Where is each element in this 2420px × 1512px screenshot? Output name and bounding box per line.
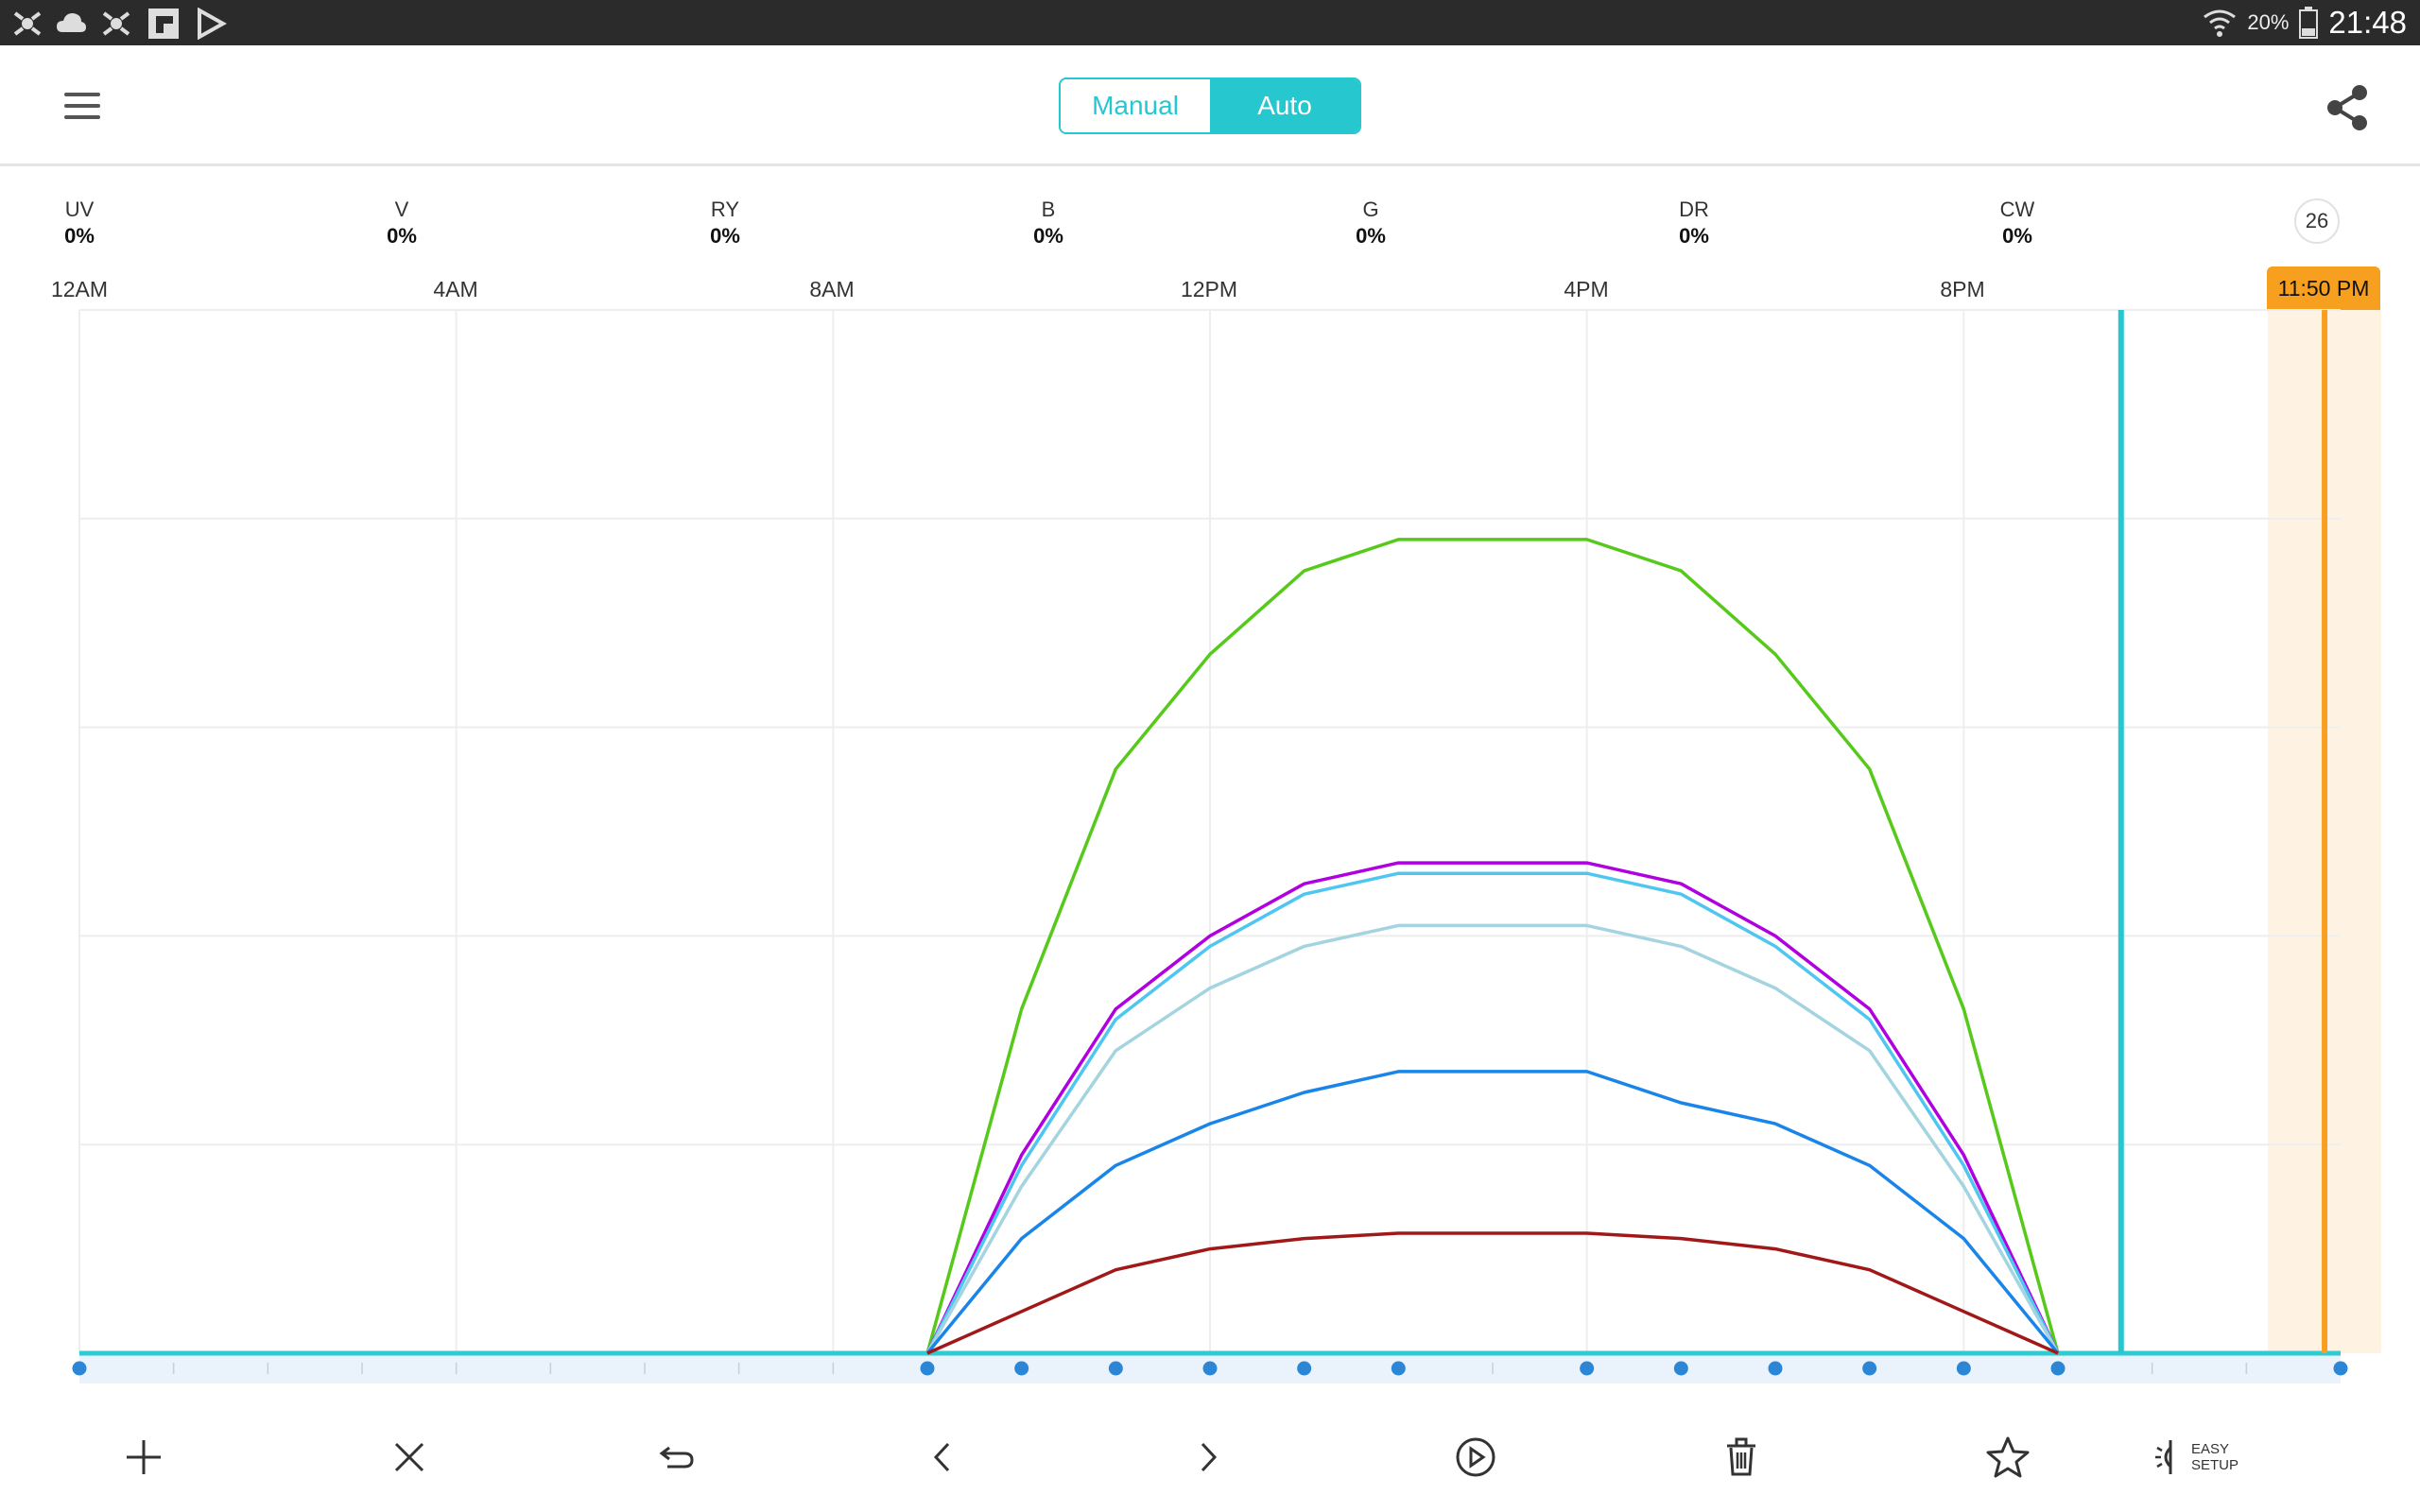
previous-point-button[interactable] — [912, 1427, 973, 1487]
control-point[interactable] — [1108, 1361, 1123, 1376]
control-point[interactable] — [920, 1361, 935, 1376]
battery-percent: 20% — [2247, 10, 2290, 34]
channel-name: RY — [710, 198, 740, 221]
control-point[interactable] — [1297, 1361, 1312, 1376]
current-time-tag[interactable]: 11:50 PM — [2267, 266, 2380, 310]
status-right: 20% 21:48 — [2202, 0, 2407, 45]
mode-toggle: Manual Auto — [1059, 77, 1361, 134]
control-point[interactable] — [2333, 1361, 2348, 1376]
chevron-right-icon — [1201, 1442, 1218, 1472]
channel-value: 0% — [1356, 224, 1386, 248]
channel-name: V — [394, 198, 409, 221]
flipboard-icon — [148, 9, 179, 39]
control-point[interactable] — [1673, 1361, 1688, 1376]
easy-setup-label: EASY SETUP — [2191, 1441, 2248, 1473]
channel-g: G 0% — [1314, 197, 1427, 249]
channel-value: 0% — [710, 224, 740, 248]
control-point[interactable] — [1768, 1361, 1783, 1376]
trash-icon — [1727, 1437, 1755, 1476]
count-badge[interactable]: 26 — [2294, 198, 2340, 244]
undo-icon — [659, 1446, 694, 1469]
channel-uv: UV 0% — [23, 197, 136, 249]
channel-value: 0% — [387, 224, 417, 248]
x-tick-label: 4AM — [433, 277, 478, 301]
channel-name: G — [1362, 198, 1379, 221]
control-point[interactable] — [1014, 1361, 1029, 1376]
channel-value: 0% — [2002, 224, 2032, 248]
channel-ry: RY 0% — [668, 197, 782, 249]
channel-v: V 0% — [345, 197, 458, 249]
control-point[interactable] — [1202, 1361, 1218, 1376]
channel-value: 0% — [64, 224, 95, 248]
chevron-left-icon — [933, 1442, 950, 1472]
x-tick-label: 12AM — [50, 277, 109, 301]
series-line-2 — [925, 861, 2060, 1354]
battery-icon — [2299, 7, 2319, 39]
channel-value: 0% — [1033, 224, 1063, 248]
auto-mode-button[interactable]: Auto — [1210, 79, 1359, 132]
x-tick-label: 8AM — [809, 277, 855, 301]
series-line-3 — [925, 871, 2060, 1354]
light-adjust-icon — [2155, 1440, 2172, 1474]
share-icon[interactable] — [2322, 81, 2375, 134]
series-line-4 — [925, 923, 2060, 1354]
channel-name: CW — [1999, 198, 2035, 221]
control-point[interactable] — [1862, 1361, 1877, 1376]
series-line-5 — [925, 1070, 2060, 1355]
channel-name: DR — [1679, 198, 1709, 221]
channel-name: UV — [64, 198, 95, 221]
undo-button[interactable] — [647, 1427, 707, 1487]
menu-icon — [64, 93, 100, 96]
plus-icon — [127, 1440, 161, 1474]
series-line-6 — [926, 1231, 2059, 1355]
easy-setup-line2: SETUP — [2191, 1457, 2239, 1473]
status-bar: 20% 21:48 — [0, 0, 2420, 45]
channel-name: B — [1041, 198, 1056, 221]
star-icon — [1986, 1436, 2030, 1478]
channel-cw: CW 0% — [1961, 197, 2074, 249]
control-point[interactable] — [1580, 1361, 1595, 1376]
control-point[interactable] — [1956, 1361, 1971, 1376]
easy-setup-button[interactable]: EASY SETUP — [2153, 1429, 2248, 1486]
x-tick-label: 8PM — [1940, 277, 1985, 301]
manual-mode-button[interactable]: Manual — [1061, 79, 1210, 132]
next-point-button[interactable] — [1178, 1427, 1238, 1487]
favorite-button[interactable] — [1978, 1427, 2038, 1487]
channel-value: 0% — [1679, 224, 1709, 248]
status-clock: 21:48 — [2328, 5, 2407, 40]
cloud-icon — [57, 13, 86, 32]
series-line-1 — [925, 538, 2060, 1354]
menu-button[interactable] — [55, 85, 110, 129]
close-icon — [394, 1442, 424, 1472]
x-tick-label: 4PM — [1564, 277, 1609, 301]
x-tick-label: 12PM — [1180, 277, 1238, 301]
control-point[interactable] — [1391, 1361, 1406, 1376]
control-point[interactable] — [2050, 1361, 2066, 1376]
play-circle-icon — [1456, 1437, 1495, 1477]
easy-setup-line1: EASY — [2191, 1441, 2230, 1457]
control-point[interactable] — [72, 1361, 87, 1376]
nav-app-icon — [102, 11, 130, 36]
channel-dr: DR 0% — [1637, 197, 1751, 249]
remove-point-button[interactable] — [379, 1427, 440, 1487]
wifi-icon — [2204, 9, 2237, 37]
delete-button[interactable] — [1711, 1427, 1772, 1487]
channel-b: B 0% — [992, 197, 1105, 249]
play-store-icon — [198, 8, 227, 40]
play-button[interactable] — [1445, 1427, 1506, 1487]
app-bar: Manual Auto — [0, 45, 2420, 166]
nav-app-icon — [13, 11, 42, 36]
add-point-button[interactable] — [113, 1427, 174, 1487]
